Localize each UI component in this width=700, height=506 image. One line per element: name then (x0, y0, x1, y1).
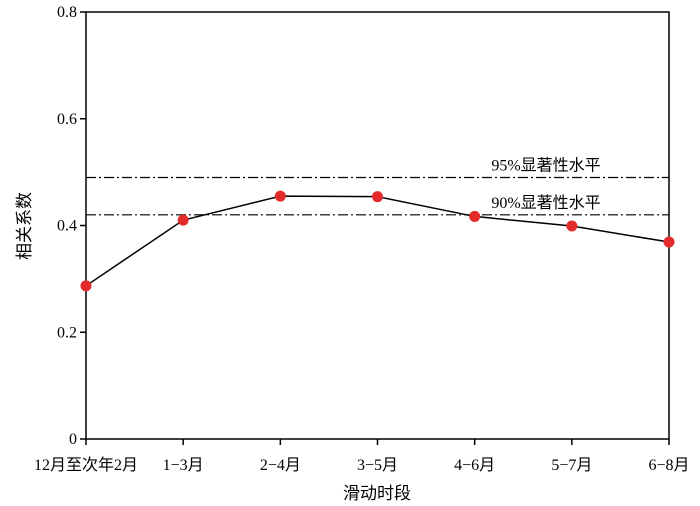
y-axis-title: 相关系数 (15, 192, 35, 260)
y-tick-label: 0.4 (57, 218, 77, 235)
y-tick-label: 0.2 (57, 324, 77, 341)
x-tick-label: 12月至次年2月 (34, 456, 138, 474)
data-point (663, 236, 675, 248)
x-tick-label: 3−5月 (357, 457, 398, 474)
reference-line-label: 95%显著性水平 (491, 156, 600, 174)
x-tick-label: 4−6月 (454, 457, 495, 474)
data-point (469, 210, 481, 222)
reference-line-label: 90%显著性水平 (491, 194, 600, 212)
x-tick-label: 2−4月 (260, 457, 301, 474)
y-tick-label: 0.8 (57, 4, 77, 21)
data-point (372, 191, 383, 203)
x-tick-label: 1−3月 (163, 457, 204, 474)
x-tick-label: 5−7月 (551, 457, 592, 474)
x-tick-label: 6−8月 (648, 457, 689, 474)
data-point (80, 280, 92, 292)
x-axis-title: 滑动时段 (343, 484, 411, 504)
data-point (274, 190, 286, 202)
y-tick-label: 0 (69, 431, 77, 448)
y-tick-label: 0.6 (57, 111, 77, 128)
plot-area (85, 11, 670, 440)
data-point (566, 220, 578, 232)
data-point (177, 214, 189, 226)
